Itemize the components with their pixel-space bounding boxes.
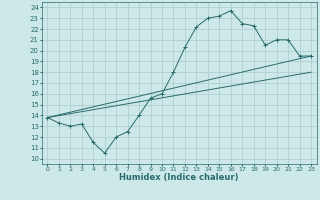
X-axis label: Humidex (Indice chaleur): Humidex (Indice chaleur)	[119, 173, 239, 182]
